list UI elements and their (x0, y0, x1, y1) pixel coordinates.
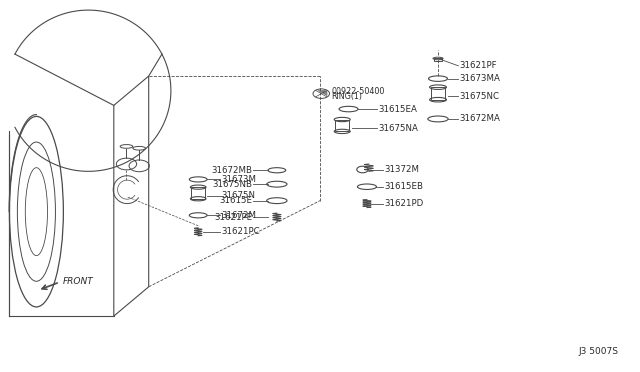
Text: 31673M: 31673M (221, 175, 256, 184)
Text: RING(1): RING(1) (332, 92, 362, 101)
Bar (433, 58, 442, 61)
Text: 31621PD: 31621PD (385, 199, 424, 208)
Text: 31621PF: 31621PF (460, 61, 497, 70)
Text: 31673MA: 31673MA (460, 74, 500, 83)
Text: 31675NC: 31675NC (460, 92, 500, 101)
Text: 31675NB: 31675NB (212, 180, 252, 189)
Text: 00922-50400: 00922-50400 (332, 87, 385, 96)
Text: 31672M: 31672M (221, 211, 256, 220)
Text: 31615EA: 31615EA (378, 105, 417, 113)
Text: 31621PC: 31621PC (221, 227, 260, 236)
Text: J3 5007S: J3 5007S (578, 347, 618, 356)
Bar (191, 187, 205, 199)
Text: 31675N: 31675N (221, 191, 255, 200)
Text: FRONT: FRONT (63, 277, 94, 286)
Bar (431, 87, 445, 100)
Text: 31615EB: 31615EB (385, 182, 424, 191)
Text: 31615E: 31615E (219, 196, 252, 205)
Text: 31672MA: 31672MA (460, 115, 500, 124)
Bar (335, 119, 349, 131)
Text: 31672MB: 31672MB (211, 166, 252, 175)
Text: 31675NA: 31675NA (378, 124, 419, 132)
Text: 31621PE: 31621PE (214, 213, 252, 222)
Text: 31372M: 31372M (385, 165, 420, 174)
